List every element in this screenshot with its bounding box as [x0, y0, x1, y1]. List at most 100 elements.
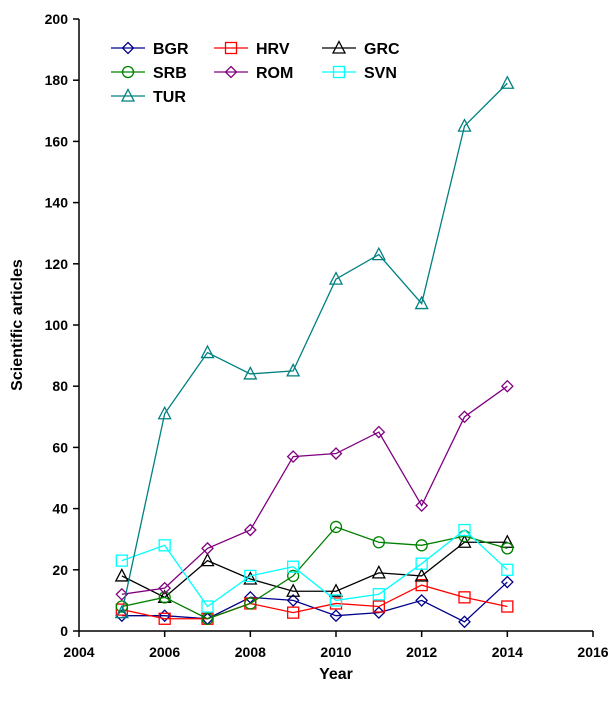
y-tick-label: 40 — [52, 501, 68, 517]
series-grc — [114, 534, 515, 603]
data-point-svn — [201, 600, 214, 613]
legend-marker-bgr — [121, 41, 135, 55]
y-tick-label: 0 — [60, 623, 68, 639]
legend-marker-hrv — [224, 41, 238, 55]
y-tick-label: 120 — [45, 256, 69, 272]
data-point-srb — [372, 536, 385, 549]
data-point-bgr — [500, 575, 514, 589]
y-tick-label: 160 — [45, 133, 69, 149]
data-point-tur — [328, 271, 344, 285]
y-tick-label: 20 — [52, 562, 68, 578]
series-line-srb — [121, 526, 508, 620]
data-point-tur — [286, 362, 301, 377]
data-point-rom — [286, 450, 300, 463]
data-point-hrv — [158, 612, 171, 625]
legend-label-grc: GRC — [364, 41, 400, 58]
legend-label-srb: SRB — [153, 65, 187, 82]
series-layer — [114, 75, 515, 629]
legend-marker-srb — [121, 65, 135, 79]
data-point-srb — [329, 520, 343, 534]
y-tick-label: 140 — [45, 195, 69, 211]
data-point-tur — [371, 246, 386, 261]
data-point-rom — [329, 447, 343, 460]
data-point-grc — [328, 583, 344, 597]
y-tick-label: 60 — [52, 439, 68, 455]
data-point-grc — [457, 534, 472, 548]
legend-label-svn: SVN — [364, 65, 397, 82]
data-point-svn — [372, 588, 385, 601]
data-point-hrv — [458, 591, 471, 604]
data-point-svn — [158, 539, 171, 552]
data-point-hrv — [415, 578, 428, 592]
x-tick-label: 2010 — [320, 644, 351, 660]
legend-item-rom: ROM — [214, 65, 293, 82]
x-tick-label: 2008 — [235, 644, 266, 660]
x-tick-label: 2012 — [406, 644, 437, 660]
x-tick-label: 2004 — [63, 644, 94, 660]
x-tick-label: 2016 — [577, 644, 608, 660]
legend: BGR HRV GRC SRB ROM SVN TUR — [111, 40, 400, 106]
legend-marker-rom — [224, 65, 238, 79]
legend-label-bgr: BGR — [153, 41, 189, 58]
series-line-grc — [121, 541, 508, 599]
data-point-svn — [244, 569, 257, 583]
data-point-grc — [114, 568, 129, 582]
legend-marker-svn — [332, 65, 346, 79]
data-point-svn — [458, 523, 471, 537]
data-point-tur — [414, 295, 429, 310]
legend-label-rom: ROM — [256, 65, 293, 82]
data-point-hrv — [372, 600, 385, 613]
data-point-rom — [458, 410, 471, 424]
series-line-svn — [121, 529, 508, 608]
x-tick-label: 2014 — [492, 644, 523, 660]
data-point-srb — [158, 591, 171, 604]
x-axis-title: Year — [319, 666, 353, 683]
data-point-bgr — [415, 593, 429, 607]
legend-label-tur: TUR — [153, 89, 186, 106]
data-point-svn — [501, 563, 514, 576]
data-point-hrv — [287, 606, 300, 619]
data-point-rom — [243, 523, 257, 537]
data-point-bgr — [286, 593, 300, 607]
data-point-tur — [114, 604, 129, 619]
legend-item-srb: SRB — [111, 65, 187, 82]
data-point-rom — [372, 425, 386, 439]
data-point-srb — [501, 542, 514, 555]
data-point-svn — [287, 560, 300, 573]
series-line-rom — [121, 385, 508, 595]
data-point-bgr — [372, 606, 386, 620]
series-hrv — [115, 578, 514, 625]
data-point-grc — [286, 583, 301, 597]
legend-marker-grc — [331, 40, 347, 54]
data-point-hrv — [115, 603, 128, 616]
series-srb — [115, 520, 514, 625]
legend-label-hrv: HRV — [256, 41, 290, 58]
data-point-srb — [415, 539, 428, 552]
data-point-tur — [243, 366, 258, 380]
series-rom — [115, 379, 514, 601]
data-point-tur — [500, 75, 515, 89]
legend-item-hrv: HRV — [214, 41, 290, 58]
data-point-bgr — [458, 615, 471, 629]
data-point-grc — [371, 564, 386, 579]
data-point-tur — [157, 405, 172, 420]
data-point-srb — [287, 569, 300, 583]
data-point-grc — [414, 568, 429, 582]
y-tick-label: 100 — [45, 317, 69, 333]
legend-marker-tur — [120, 88, 136, 102]
data-point-hrv — [501, 600, 514, 613]
data-point-grc — [500, 534, 515, 548]
x-tick-label: 2006 — [149, 644, 180, 660]
data-point-tur — [200, 344, 215, 359]
series-line-bgr — [121, 581, 508, 623]
legend-item-grc: GRC — [322, 40, 400, 58]
data-point-rom — [115, 587, 129, 601]
series-svn — [115, 523, 514, 613]
data-point-rom — [158, 581, 172, 595]
data-point-grc — [200, 552, 215, 567]
y-axis-title: Scientific articles — [9, 259, 26, 391]
data-point-tur — [457, 118, 472, 132]
data-point-srb — [244, 597, 257, 610]
data-point-bgr — [329, 609, 343, 623]
data-point-svn — [115, 554, 128, 567]
